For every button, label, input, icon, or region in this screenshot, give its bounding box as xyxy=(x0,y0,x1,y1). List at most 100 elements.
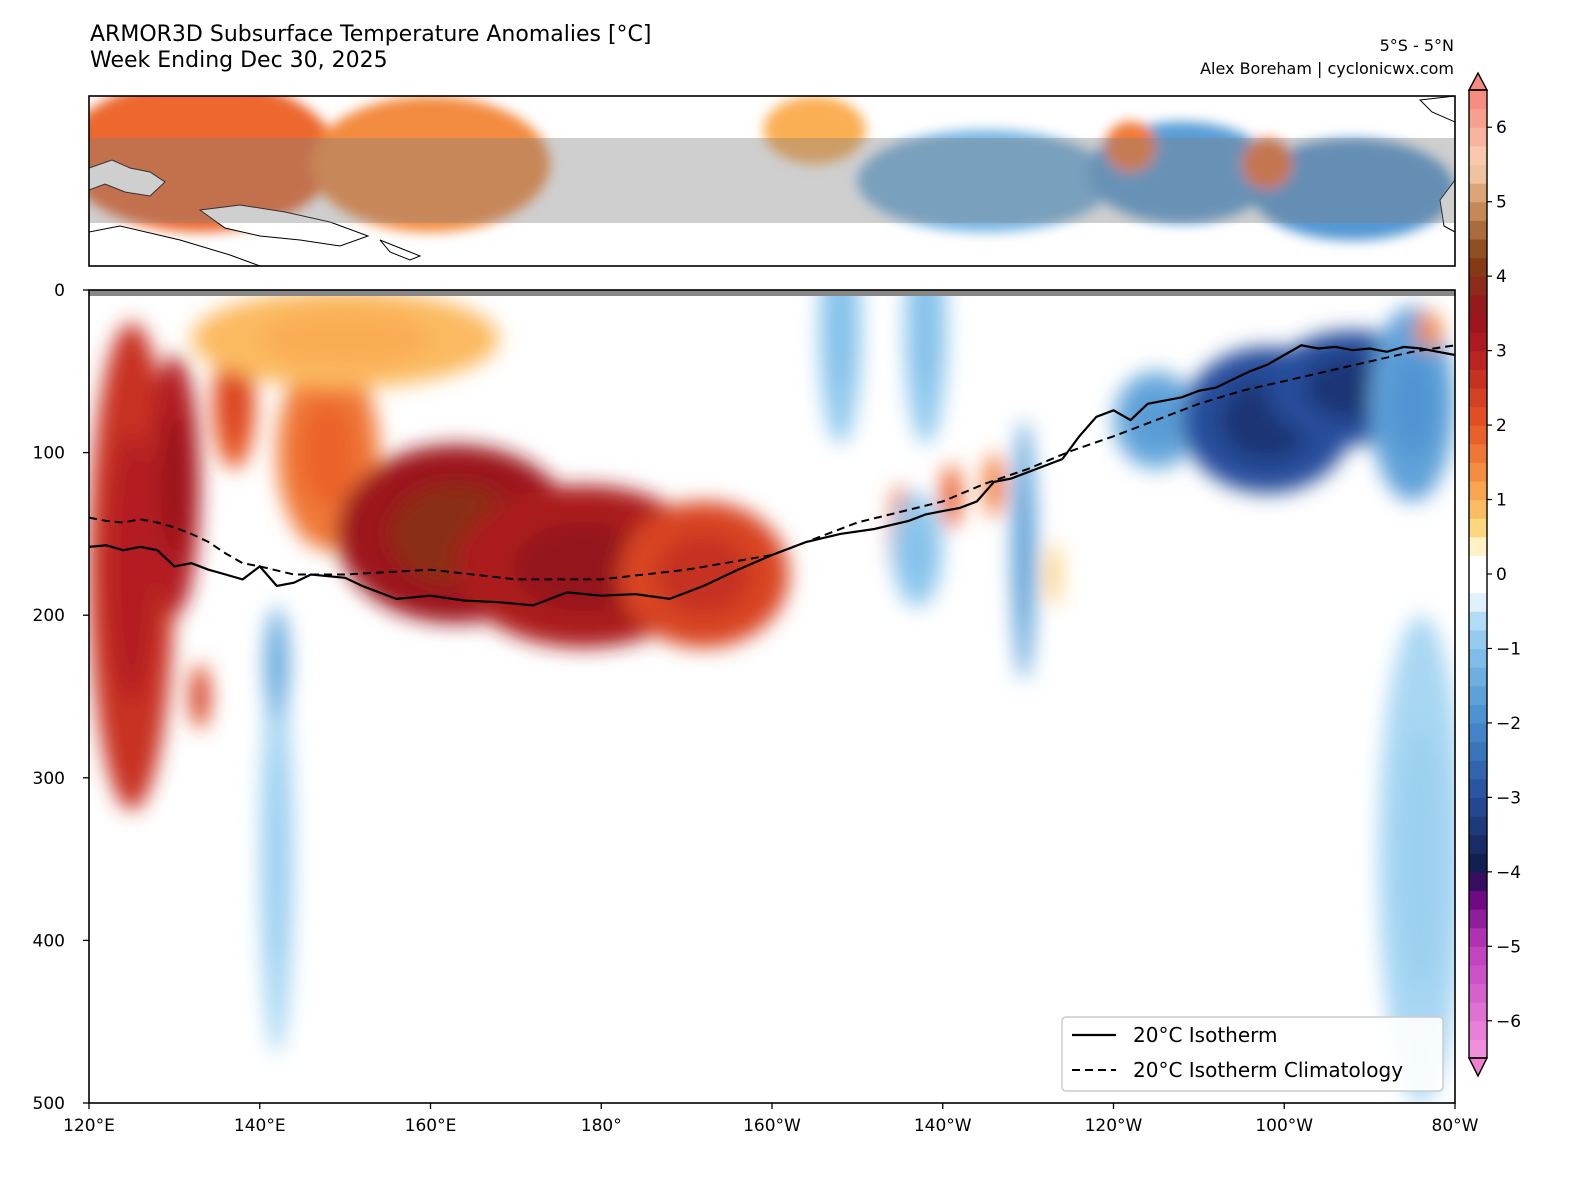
colorbar-tick-label: −3 xyxy=(1496,788,1521,808)
colorbar-cell xyxy=(1469,294,1487,314)
colorbar-cell xyxy=(1469,90,1487,110)
x-tick-label: 140°E xyxy=(234,1116,286,1136)
anomaly-core xyxy=(269,632,284,696)
colorbar: 6 5 4 3 2 1 0 −1 −2 −3 −4 −5 −6 xyxy=(1467,71,1521,1078)
x-tick-label: 80°W xyxy=(1432,1116,1479,1136)
averaging-band xyxy=(89,138,1455,223)
x-tick-label: 100°W xyxy=(1255,1116,1313,1136)
anomaly-core xyxy=(1049,556,1058,593)
colorbar-tick-label: −5 xyxy=(1496,937,1521,957)
depth-section-panel: 120°E 140°E 160°E 180° 160°W 140°W 120°W 100°W 8… xyxy=(33,281,1479,1136)
colorbar-cell xyxy=(1469,574,1487,594)
anomaly-core xyxy=(513,521,655,612)
y-axis: 0 100 200 300 400 500 xyxy=(33,281,89,1114)
colorbar-cell xyxy=(1469,611,1487,631)
colorbar-cell xyxy=(1469,480,1487,501)
colorbar-cell xyxy=(1469,387,1487,408)
colorbar-cell xyxy=(1469,108,1487,128)
colorbar-cell xyxy=(1469,127,1487,147)
colorbar-cell xyxy=(1469,1020,1487,1040)
colorbar-cell xyxy=(1469,760,1487,780)
x-axis: 120°E 140°E 160°E 180° 160°W 140°W 120°W 100°W 8… xyxy=(63,1103,1479,1136)
colorbar-cell xyxy=(1469,927,1487,947)
colorbar-cell xyxy=(1469,220,1487,240)
colorbar-tick-label: −6 xyxy=(1496,1012,1521,1032)
colorbar-tick-label: −1 xyxy=(1496,639,1521,659)
legend-entry-isotherm: 20°C Isotherm xyxy=(1133,1023,1278,1047)
anomaly-core xyxy=(828,290,853,394)
x-tick-label: 160°W xyxy=(743,1116,801,1136)
colorbar-cell xyxy=(1469,276,1487,296)
legend: 20°C Isotherm 20°C Isotherm Climatology xyxy=(1061,1016,1444,1092)
colorbar-cell xyxy=(1469,257,1487,277)
colorbar-cell xyxy=(1469,871,1487,892)
colorbar-cells xyxy=(1469,90,1487,1059)
credit-block: 5°S - 5°N Alex Boreham | cyclonicwx.com xyxy=(1200,34,1454,80)
colorbar-cell xyxy=(1469,164,1487,184)
colorbar-cell xyxy=(1469,406,1487,426)
y-tick-label: 0 xyxy=(54,281,65,301)
anomaly-core xyxy=(903,518,932,582)
colorbar-cell xyxy=(1469,816,1487,836)
land-shape xyxy=(379,239,422,261)
anomaly-core xyxy=(988,467,1000,504)
surface-map-panel xyxy=(88,95,1456,267)
colorbar-tick-label: 0 xyxy=(1496,565,1507,585)
colorbar-cell xyxy=(1469,629,1487,650)
anomaly-core xyxy=(913,290,938,394)
colorbar-cell xyxy=(1469,797,1487,817)
legend-box xyxy=(1061,1016,1444,1092)
surface-anomaly-region xyxy=(89,96,337,232)
legend-entry-climatology: 20°C Isotherm Climatology xyxy=(1133,1058,1403,1082)
colorbar-cell xyxy=(1469,685,1487,705)
colorbar-bottom-extension xyxy=(1467,1057,1489,1078)
colorbar-cell xyxy=(1469,555,1487,575)
colorbar-cell xyxy=(1469,462,1487,482)
colorbar-tick-label: −2 xyxy=(1496,714,1521,734)
anomaly-core xyxy=(160,413,189,557)
surface-anomaly-region xyxy=(310,96,551,232)
colorbar-cell xyxy=(1469,536,1487,556)
colorbar-cell xyxy=(1469,983,1487,1003)
colorbar-cell xyxy=(1469,313,1487,333)
colorbar-cell xyxy=(1469,722,1487,743)
surface-anomaly-layer xyxy=(89,96,1455,241)
x-tick-label: 120°E xyxy=(63,1116,115,1136)
colorbar-cell xyxy=(1469,369,1487,389)
colorbar-tick-label: 2 xyxy=(1496,416,1507,436)
land-shape xyxy=(89,225,261,266)
colorbar-top-extension xyxy=(1467,71,1489,91)
y-tick-label: 300 xyxy=(33,769,65,789)
anomaly-core xyxy=(194,678,206,715)
surface-anomaly-region xyxy=(1241,138,1293,190)
subsurface-anomaly-layer xyxy=(89,290,1455,1103)
colorbar-tick-label: 4 xyxy=(1496,267,1507,287)
colorbar-tick-label: −4 xyxy=(1496,863,1521,883)
surface-anomaly-region xyxy=(857,130,1114,232)
credit-label: Alex Boreham | cyclonicwx.com xyxy=(1200,59,1454,78)
colorbar-tick-label: 6 xyxy=(1496,118,1507,138)
colorbar-cell xyxy=(1469,201,1487,221)
colorbar-cell xyxy=(1469,592,1487,612)
colorbar-tick-label: 3 xyxy=(1496,342,1507,362)
surface-anomaly-region xyxy=(1250,138,1455,241)
colorbar-cell xyxy=(1469,1039,1487,1059)
x-tick-label: 140°W xyxy=(914,1116,972,1136)
anomaly-core xyxy=(656,534,751,615)
colorbar-cell xyxy=(1469,909,1487,929)
anomaly-core xyxy=(1388,350,1436,458)
colorbar-cell xyxy=(1469,778,1487,798)
colorbar-cell xyxy=(1469,964,1487,985)
colorbar-ticks: 6 5 4 3 2 1 0 −1 −2 −3 −4 −5 −6 xyxy=(1487,118,1521,1032)
colorbar-cell xyxy=(1469,145,1487,166)
title-line-2: Week Ending Dec 30, 2025 xyxy=(90,48,388,73)
surface-anomaly-region xyxy=(763,96,866,164)
colorbar-cell xyxy=(1469,834,1487,854)
colorbar-cell xyxy=(1469,332,1487,352)
x-tick-label: 120°W xyxy=(1085,1116,1143,1136)
colorbar-cell xyxy=(1469,518,1487,538)
anomaly-core xyxy=(1422,319,1437,342)
colorbar-cell xyxy=(1469,499,1487,519)
colorbar-cell xyxy=(1469,946,1487,966)
colorbar-cell xyxy=(1469,238,1487,259)
